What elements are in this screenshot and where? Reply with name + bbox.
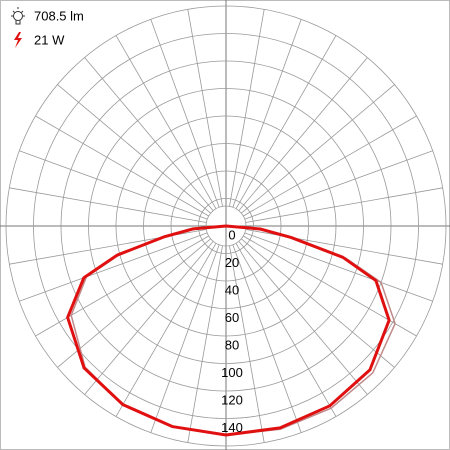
grid-ring bbox=[143, 143, 309, 309]
spoke bbox=[9, 187, 207, 223]
spoke bbox=[232, 244, 302, 433]
spoke bbox=[238, 241, 368, 395]
spoke bbox=[241, 238, 395, 368]
spoke bbox=[232, 19, 302, 208]
spoke bbox=[57, 84, 211, 214]
spoke bbox=[245, 187, 443, 223]
spoke bbox=[235, 35, 337, 209]
spoke bbox=[187, 9, 223, 207]
spoke bbox=[115, 35, 217, 209]
spoke bbox=[84, 57, 214, 211]
radial-tick-label: 80 bbox=[225, 337, 239, 352]
flux-icon bbox=[11, 7, 25, 25]
radial-tick-label: 100 bbox=[221, 365, 243, 380]
labels: 0 20 40 60 80 100 120 140 bbox=[221, 227, 243, 435]
spoke bbox=[35, 235, 209, 337]
grid-ring bbox=[170, 170, 282, 282]
spoke bbox=[229, 9, 265, 207]
spoke bbox=[243, 115, 417, 217]
power-icon bbox=[14, 32, 22, 48]
inner-ring bbox=[205, 205, 247, 247]
outer-ring bbox=[5, 5, 447, 447]
spoke bbox=[229, 245, 265, 443]
flux-label: 708.5 lm bbox=[34, 8, 84, 23]
radial-tick-label: 0 bbox=[228, 227, 235, 242]
curves bbox=[66, 224, 396, 437]
spoke bbox=[238, 57, 368, 211]
radial-tick-label: 120 bbox=[221, 392, 243, 407]
spoke bbox=[187, 245, 223, 443]
spoke bbox=[35, 115, 209, 217]
spoke bbox=[84, 241, 214, 395]
spoke bbox=[244, 150, 433, 220]
radial-tick-label: 20 bbox=[225, 255, 239, 270]
grid-ring bbox=[198, 198, 254, 254]
grid-ring bbox=[88, 88, 364, 364]
spoke bbox=[150, 19, 220, 208]
spoke bbox=[19, 150, 208, 220]
grid-ring bbox=[33, 33, 419, 419]
radial-tick-label: 60 bbox=[225, 310, 239, 325]
radial-tick-label: 40 bbox=[225, 282, 239, 297]
spoke bbox=[115, 243, 217, 417]
power-label: 21 W bbox=[34, 32, 65, 47]
grid-ring bbox=[115, 115, 337, 337]
spoke bbox=[150, 244, 220, 433]
spoke bbox=[235, 243, 337, 417]
spoke bbox=[57, 238, 211, 368]
intensity-curve bbox=[66, 224, 391, 437]
spoke bbox=[241, 84, 395, 214]
spoke bbox=[19, 232, 208, 302]
radial-tick-label: 140 bbox=[221, 420, 243, 435]
grid-ring bbox=[60, 60, 392, 392]
spoke bbox=[244, 232, 433, 302]
